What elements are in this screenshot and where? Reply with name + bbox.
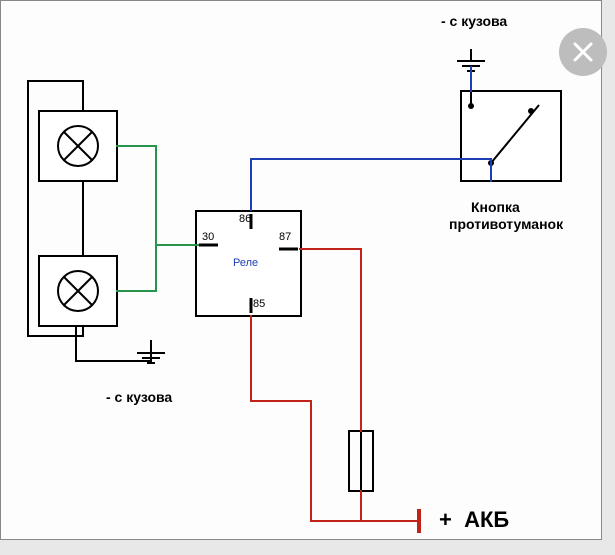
label-top-ground: - с кузова [441, 13, 507, 31]
wiring-diagram [1, 1, 603, 541]
close-button[interactable] [559, 28, 607, 76]
label-pin-87: 87 [279, 231, 291, 245]
label-akb: + АКБ [439, 506, 509, 534]
label-pin-30: 30 [202, 231, 214, 245]
label-switch-2: противотуманок [449, 216, 563, 234]
label-bottom-ground: - с кузова [106, 389, 172, 407]
label-switch-1: Кнопка [471, 199, 520, 217]
label-pin-86: 86 [239, 213, 251, 227]
diagram-card: - с кузова - с кузова Реле Кнопка против… [0, 0, 602, 540]
label-pin-85: 85 [253, 298, 265, 312]
close-icon [572, 41, 594, 63]
label-relay: Реле [233, 257, 258, 271]
